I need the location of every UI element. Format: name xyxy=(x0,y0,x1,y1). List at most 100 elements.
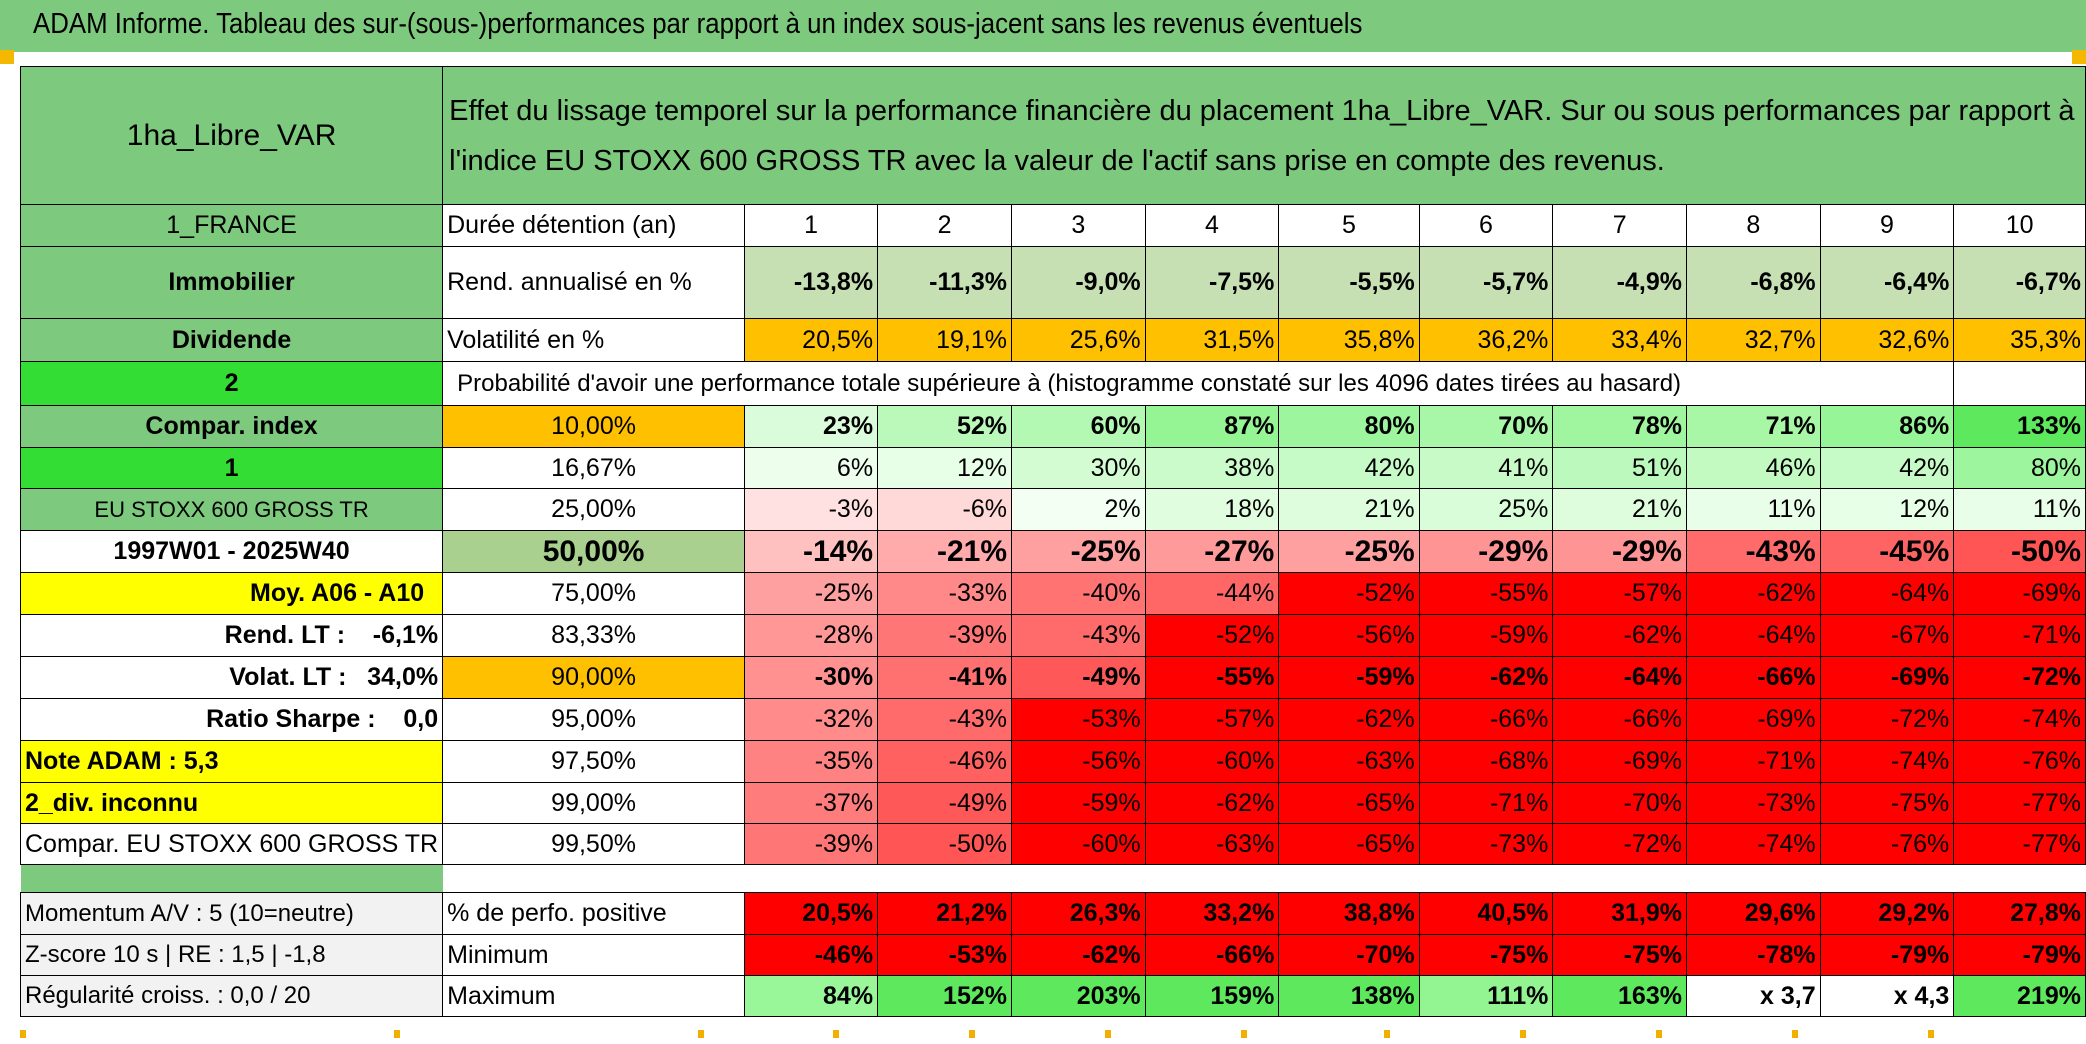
percentile-cell: 86% xyxy=(1819,405,1955,448)
type-label: Dividende xyxy=(19,318,444,362)
percentile-cell: -62% xyxy=(1278,698,1420,741)
percentile-cell: -72% xyxy=(1552,823,1687,865)
percentile-cell: -50% xyxy=(1953,530,2086,573)
percentile-label: 50,00% xyxy=(442,530,746,573)
positive-cell: 20,5% xyxy=(744,892,879,935)
minimum-cell: -79% xyxy=(1819,934,1955,976)
maximum-cell: 111% xyxy=(1418,975,1554,1017)
percentile-cell: -74% xyxy=(1819,740,1955,783)
percentile-cell: -29% xyxy=(1418,530,1554,573)
positive-cell: 29,6% xyxy=(1685,892,1821,935)
spacer-cell xyxy=(443,865,2086,893)
percentile-cell: -63% xyxy=(1144,823,1280,865)
rend-lt-label: Rend. LT : -6,1% xyxy=(19,614,444,657)
percentile-cell: 2% xyxy=(1011,488,1146,531)
percentile-cell: 23% xyxy=(744,405,879,448)
percentile-cell: -56% xyxy=(1278,614,1420,657)
percentile-cell: 71% xyxy=(1685,405,1821,448)
page-title: ADAM Informe. Tableau des sur-(sous-)per… xyxy=(33,8,1363,40)
percentile-cell: -57% xyxy=(1144,698,1280,741)
percentile-cell: -49% xyxy=(877,782,1012,824)
tick-mark xyxy=(969,1030,975,1038)
volatility-cell: 20,5% xyxy=(744,318,879,362)
tick-mark xyxy=(1928,1030,1934,1038)
positive-cell: 27,8% xyxy=(1953,892,2086,935)
percentile-label: 25,00% xyxy=(442,488,746,531)
header-row: 1ha_Libre_VAR Effet du lissage temporel s… xyxy=(19,66,2086,205)
regularity-label: Régularité croiss. : 0,0 / 20 xyxy=(19,975,444,1017)
maximum-cell: x 4,3 xyxy=(1819,975,1955,1017)
percentile-cell: -66% xyxy=(1685,656,1821,699)
positive-cell: 38,8% xyxy=(1278,892,1420,935)
percentile-cell: -45% xyxy=(1819,530,1955,573)
percentile-label: 90,00% xyxy=(442,656,746,699)
percentile-cell: -65% xyxy=(1278,782,1420,824)
description: Effet du lissage temporel sur la perform… xyxy=(442,66,2086,205)
maximum-label: Maximum xyxy=(442,975,746,1017)
percentile-cell: -28% xyxy=(744,614,879,657)
percentile-cell: 25% xyxy=(1418,488,1554,531)
percentile-cell: -62% xyxy=(1418,656,1554,699)
percentile-cell: -21% xyxy=(877,530,1012,573)
percentile-cell: 18% xyxy=(1144,488,1280,531)
minimum-cell: -62% xyxy=(1011,934,1146,976)
percentile-cell: -74% xyxy=(1953,698,2086,741)
percentile-cell: -14% xyxy=(744,530,879,573)
percentile-row: Moy. A06 - A10 75,00% -25% -33% -40% -44% -52%… xyxy=(19,572,2086,615)
percentile-cell: -62% xyxy=(1685,572,1821,615)
percentile-cell: 46% xyxy=(1685,447,1821,489)
spacer-row xyxy=(20,864,2086,893)
year-header: 6 xyxy=(1418,204,1554,247)
percentile-cell: -52% xyxy=(1144,614,1280,657)
percentile-row: 2_div. inconnu 99,00% -37% -49% -59% -62% -65%… xyxy=(19,782,2086,824)
bottom-ticks xyxy=(0,1030,2086,1044)
percentile-cell: -77% xyxy=(1953,782,2086,824)
return-label: Rend. annualisé en % xyxy=(442,246,746,319)
positive-cell: 33,2% xyxy=(1144,892,1280,935)
percentile-cell: 42% xyxy=(1819,447,1955,489)
percentile-cell: -65% xyxy=(1278,823,1420,865)
percentile-cell: -73% xyxy=(1685,782,1821,824)
percentile-cell: -69% xyxy=(1685,698,1821,741)
year-header: 2 xyxy=(877,204,1012,247)
momentum-label: Momentum A/V : 5 (10=neutre) xyxy=(19,892,444,935)
percentile-cell: -71% xyxy=(1418,782,1554,824)
percentile-cell: -63% xyxy=(1278,740,1420,783)
percentile-cell: -74% xyxy=(1685,823,1821,865)
percentile-cell: -64% xyxy=(1819,572,1955,615)
minimum-label: Minimum xyxy=(442,934,746,976)
maximum-cell: x 3,7 xyxy=(1685,975,1821,1017)
duration-label: Durée détention (an) xyxy=(442,204,746,247)
volatility-cell: 35,8% xyxy=(1278,318,1420,362)
volatility-cell: 31,5% xyxy=(1144,318,1280,362)
percentile-cell: 12% xyxy=(877,447,1012,489)
percentile-cell: 80% xyxy=(1953,447,2086,489)
percentile-cell: -52% xyxy=(1278,572,1420,615)
percentile-cell: -44% xyxy=(1144,572,1280,615)
maximum-cell: 159% xyxy=(1144,975,1280,1017)
empty-cell xyxy=(1953,361,2086,406)
compar-full-label: Compar. EU STOXX 600 GROSS TR xyxy=(19,823,444,865)
percentile-cell: -71% xyxy=(1953,614,2086,657)
percentile-cell: 12% xyxy=(1819,488,1955,531)
year-header: 9 xyxy=(1819,204,1955,247)
sector-label: Immobilier xyxy=(19,246,444,319)
percentile-cell: 52% xyxy=(877,405,1012,448)
percentile-row: Rend. LT : -6,1% 83,33% -28% -39% -43% -52% -5… xyxy=(19,614,2086,657)
maximum-cell: 163% xyxy=(1552,975,1687,1017)
percentile-cell: -66% xyxy=(1552,698,1687,741)
duration-row: 1_FRANCE Durée détention (an) 1 2 3 4 5 6 7 8 9 10 xyxy=(19,204,2086,247)
maximum-cell: 203% xyxy=(1011,975,1146,1017)
volat-lt-label: Volat. LT : 34,0% xyxy=(19,656,444,699)
percentile-label: 97,50% xyxy=(442,740,746,783)
minimum-cell: -79% xyxy=(1953,934,2086,976)
percentile-cell: 11% xyxy=(1953,488,2086,531)
percentile-cell: -55% xyxy=(1144,656,1280,699)
tick-mark xyxy=(1384,1030,1390,1038)
maximum-cell: 152% xyxy=(877,975,1012,1017)
percentile-cell: -60% xyxy=(1144,740,1280,783)
percentile-label: 75,00% xyxy=(442,572,746,615)
percentile-cell: 51% xyxy=(1552,447,1687,489)
percentile-cell: -37% xyxy=(744,782,879,824)
percentile-row: Note ADAM : 5,3 97,50% -35% -46% -56% -60% -63… xyxy=(19,740,2086,783)
